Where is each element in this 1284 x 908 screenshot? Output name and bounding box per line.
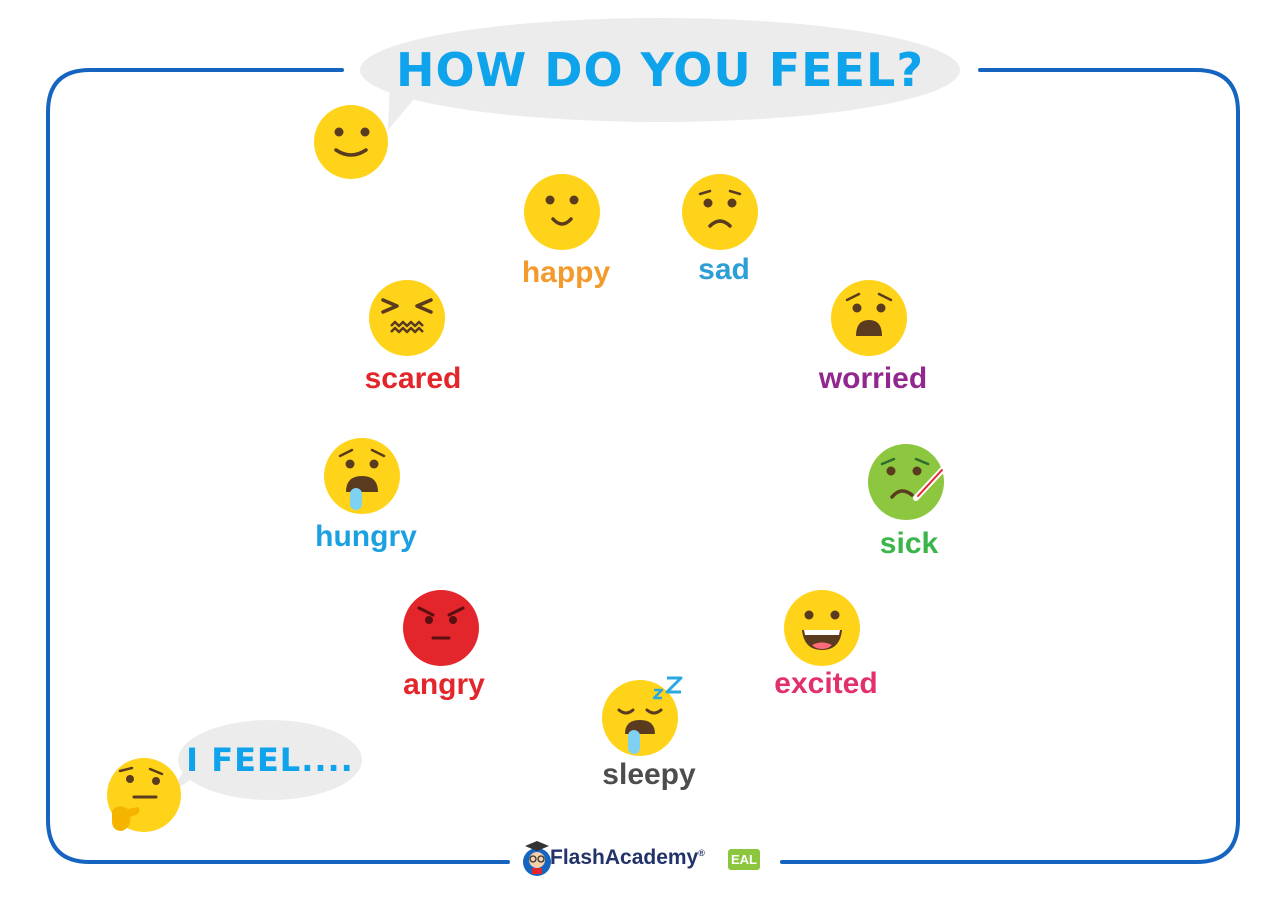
speaker-smile-emoji-icon <box>314 105 388 179</box>
sentence-prompt: I FEEL.... <box>186 741 354 779</box>
mascot-icon <box>523 841 551 876</box>
emotion-label-excited: excited <box>774 667 878 700</box>
logo-wordmark: FlashAcademy® <box>550 846 705 869</box>
thinking-emoji-icon <box>107 758 181 832</box>
emotion-label-sick: sick <box>879 527 939 560</box>
emotion-label-sleepy: sleepy <box>602 758 696 791</box>
sad-emoji-icon <box>682 174 758 250</box>
scared-emoji-icon <box>369 280 445 356</box>
title-bubble-tail <box>388 80 430 130</box>
worried-emoji-icon <box>831 280 907 356</box>
emotion-label-worried: worried <box>818 362 928 395</box>
flashacademy-logo: FlashAcademy® EAL <box>510 836 778 884</box>
sick-emoji-icon <box>868 444 946 520</box>
hungry-emoji-icon <box>324 438 400 514</box>
page-title: HOW DO YOU FEEL? <box>395 43 925 97</box>
eal-badge: EAL <box>728 849 760 870</box>
emotion-label-happy: happy <box>521 256 611 289</box>
happy-emoji-icon <box>524 174 600 250</box>
sleepy-emoji-icon <box>602 676 683 756</box>
angry-emoji-icon <box>403 590 479 666</box>
emotion-label-sad: sad <box>698 253 750 286</box>
prompt-speech-bubble <box>178 720 362 800</box>
emotion-label-angry: angry <box>403 668 485 701</box>
emotion-label-hungry: hungry <box>315 520 417 553</box>
emotion-label-scared: scared <box>364 362 462 395</box>
excited-emoji-icon <box>784 590 860 666</box>
title-speech-bubble <box>360 18 960 122</box>
